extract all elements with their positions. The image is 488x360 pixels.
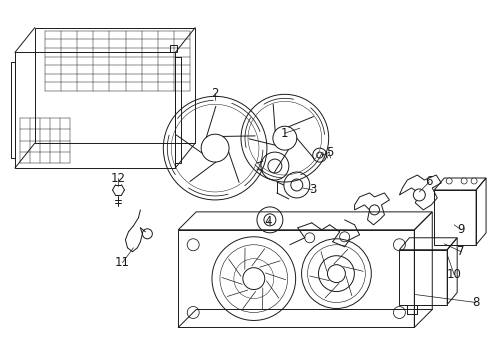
Circle shape [369, 205, 379, 215]
Text: 4: 4 [264, 215, 271, 228]
Circle shape [460, 178, 466, 184]
Circle shape [446, 178, 451, 184]
Text: 12: 12 [111, 171, 126, 185]
Circle shape [470, 178, 476, 184]
Text: 6: 6 [425, 175, 432, 189]
Text: 1: 1 [281, 127, 288, 140]
Text: 11: 11 [115, 256, 130, 269]
Text: 10: 10 [446, 268, 461, 281]
Text: 8: 8 [471, 296, 479, 309]
Text: 9: 9 [456, 223, 464, 236]
Text: 3: 3 [308, 184, 316, 197]
Text: 2: 2 [211, 87, 219, 100]
Text: 5: 5 [325, 145, 333, 159]
Text: 7: 7 [456, 245, 464, 258]
Circle shape [412, 189, 425, 201]
